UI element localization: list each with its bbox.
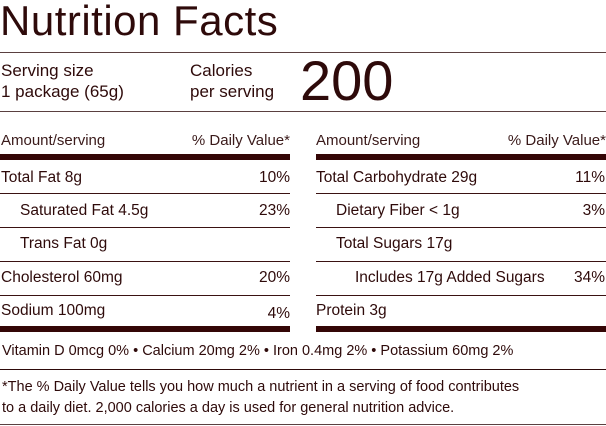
row-divider [316,295,606,296]
row-divider [0,193,290,194]
right-footer-bar [316,326,606,332]
left-header-amount: Amount/serving [1,132,106,149]
serving-size-label: Serving size [1,61,94,80]
nutrient-label: Total Carbohydrate 29g [316,169,478,186]
calories-sublabel: per serving [190,82,275,101]
bottom-rule [0,424,606,425]
title-rule [0,52,606,53]
left-header-bar [0,154,290,160]
nutrient-label: Total Sugars 17g [336,235,453,252]
nutrient-label: Saturated Fat 4.5g [20,202,149,219]
right-header-dv: % Daily Value* [507,132,606,149]
nutrient-dv: 20% [258,269,290,286]
row-divider [0,227,290,228]
nutrient-label: Sodium 100mg [1,302,106,319]
label-title: Nutrition Facts [0,0,279,44]
row-divider [316,193,606,194]
serving-size-value: 1 package (65g) [1,82,124,101]
row-divider [316,227,606,228]
footnote-line-1: *The % Daily Value tells you how much a … [2,379,520,395]
nutrient-dv: 3% [582,202,605,219]
row-divider [0,261,290,262]
nutrient-dv: 11% [575,169,605,186]
nutrient-dv: 23% [258,202,290,219]
vitamins-rule [0,369,606,370]
calories-value: 200 [300,49,394,112]
serving-rule [0,111,606,112]
row-divider [0,295,290,296]
nutrient-label: Total Fat 8g [1,169,82,186]
footnote-line-2: to a daily diet. 2,000 calories a day is… [2,400,455,416]
nutrient-label: Trans Fat 0g [20,235,108,252]
right-header-amount: Amount/serving [316,132,421,149]
vitamins-minerals-line: Vitamin D 0mcg 0% • Calcium 20mg 2% • Ir… [2,343,514,359]
nutrient-dv: 4% [267,305,290,322]
nutrient-label: Includes 17g Added Sugars [355,269,545,286]
nutrient-dv: 34% [573,269,605,286]
nutrient-label: Dietary Fiber < 1g [336,202,460,219]
row-divider [316,261,606,262]
nutrient-label: Protein 3g [316,302,387,319]
nutrient-dv: 10% [258,169,290,186]
left-header-dv: % Daily Value* [191,132,290,149]
nutrient-label: Cholesterol 60mg [1,269,123,286]
right-header-bar [316,154,606,160]
left-footer-bar [0,326,290,332]
calories-label: Calories [190,61,253,80]
